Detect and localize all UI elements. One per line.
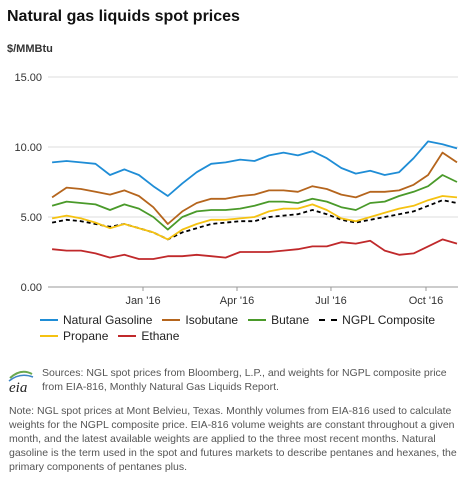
legend-item-ethane: Ethane [118, 329, 179, 343]
series-line-butane [51, 174, 458, 231]
legend-row: Natural Gasoline Isobutane Butane NGPL Comp… [40, 312, 450, 328]
x-tick-label: Apr '16 [220, 295, 255, 307]
legend: Natural Gasoline Isobutane Butane NGPL Comp… [40, 312, 450, 344]
chart-title: Natural gas liquids spot prices [7, 8, 240, 25]
legend-label: Natural Gasoline [63, 313, 153, 327]
legend-item-ngpl-composite: NGPL Composite [319, 313, 435, 327]
legend-label: Isobutane [185, 313, 239, 327]
legend-label: Propane [63, 329, 109, 343]
svg-text:eia: eia [9, 380, 27, 394]
x-tick-label: Jul '16 [315, 295, 346, 307]
legend-row: Propane Ethane [40, 328, 450, 344]
legend-item-butane: Butane [248, 313, 309, 327]
x-tick-label: Oct '16 [409, 295, 444, 307]
series-line-propane [51, 195, 458, 241]
legend-swatch [118, 335, 137, 337]
y-tick-label: 15.00 [14, 72, 42, 84]
y-tick-labels: 0.00 5.00 10.00 15.00 [14, 72, 42, 294]
legend-label: Ethane [141, 329, 180, 343]
series-line-ethane [52, 238, 458, 260]
legend-item-propane: Propane [40, 329, 108, 343]
legend-swatch [248, 319, 267, 321]
legend-swatch [40, 335, 58, 337]
x-tick-label: Jan '16 [125, 295, 160, 307]
series-line-natural-gasoline [52, 140, 458, 197]
series-line-isobutane [51, 151, 458, 225]
legend-swatch [40, 319, 58, 321]
legend-item-natural-gasoline: Natural Gasoline [40, 313, 152, 327]
legend-label: NGPL Composite [342, 313, 436, 327]
legend-swatch [162, 319, 181, 321]
y-tick-label: 0.00 [21, 282, 42, 294]
y-axis-unit-label: $/MMBtu [7, 43, 53, 55]
series-lines [51, 140, 458, 260]
line-chart: 0.00 5.00 10.00 15.00 Jan '16 Apr '16 Jul '16… [14, 72, 458, 307]
eia-logo-icon: eia [8, 370, 34, 394]
note-text: Note: NGL spot prices at Mont Belvieu, T… [9, 405, 457, 473]
x-tick-labels: Jan '16 Apr '16 Jul '16 Oct '16 [125, 295, 443, 307]
legend-item-isobutane: Isobutane [162, 313, 238, 327]
y-tick-label: 10.00 [14, 142, 42, 154]
grid-lines [48, 76, 458, 291]
sources-text: Sources: NGL spot prices from Bloomberg,… [42, 367, 447, 393]
legend-swatch [319, 319, 338, 321]
y-tick-label: 5.00 [21, 212, 42, 224]
legend-label: Butane [271, 313, 310, 327]
